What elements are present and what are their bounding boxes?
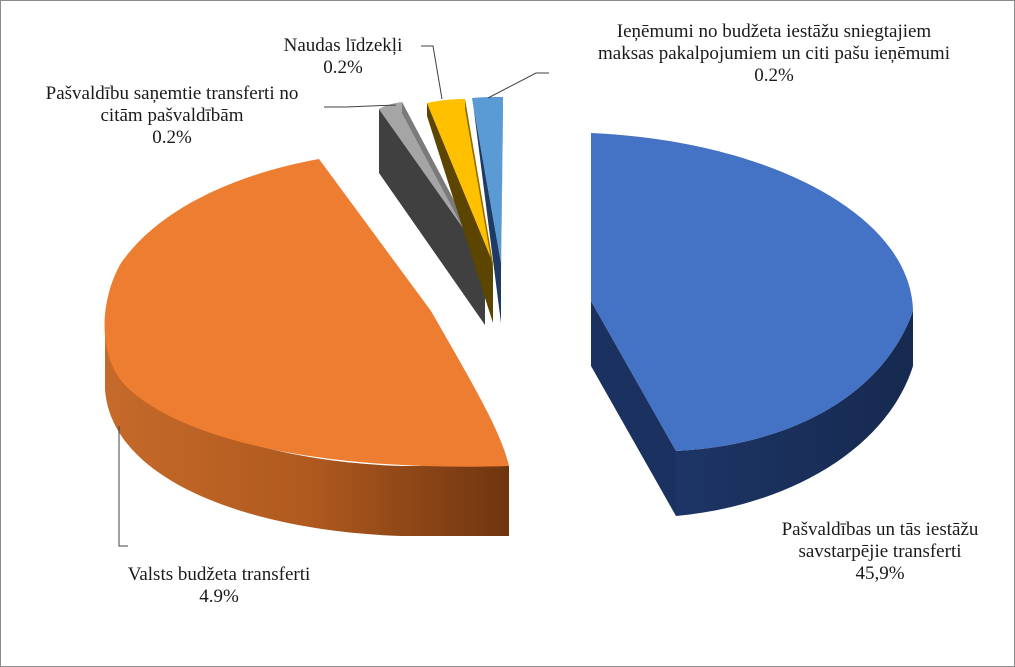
pie-slice-pasvaldibas-savstarpejie-side-left bbox=[591, 301, 676, 516]
pie-slice-pasvaldibas-savstarpejie-side bbox=[676, 311, 913, 516]
label-value: 0.2% bbox=[754, 65, 794, 86]
label-line: citām pašvaldībām bbox=[100, 105, 244, 126]
label-value: 4.9% bbox=[199, 586, 239, 607]
label-line: Naudas līdzekļi bbox=[283, 35, 403, 56]
slice-group-blue bbox=[591, 133, 913, 516]
slice-group-orange bbox=[104, 159, 509, 536]
label-value: 45,9% bbox=[855, 563, 905, 584]
label-line: Valsts budžeta transferti bbox=[127, 564, 311, 585]
pie-slice-naudas-edge bbox=[465, 99, 493, 271]
label-line: Pašvaldību saņemtie transferti no bbox=[45, 83, 299, 104]
label-valsts-budzeta: Valsts budžeta transferti 4.9% bbox=[89, 564, 349, 608]
label-value: 0.2% bbox=[152, 127, 192, 148]
leader-line-citam-pasvaldibam bbox=[324, 104, 397, 108]
pie-slice-naudas-side bbox=[427, 103, 493, 323]
pie-slice-ienemumi-edge bbox=[501, 97, 503, 273]
pie-slice-citam-pasvaldibam bbox=[379, 102, 485, 259]
label-pasvaldibas-savstarpejie: Pašvaldības un tās iestāžu savstarpējie … bbox=[753, 519, 1007, 585]
pie-slice-valsts-budzeta-side bbox=[105, 319, 509, 536]
leader-line-ienemumi bbox=[487, 72, 549, 99]
label-line: savstarpējie transferti bbox=[798, 541, 962, 562]
pie-slice-pasvaldibas-savstarpejie bbox=[591, 133, 913, 451]
pie-slice-citam-pasvaldibam-side bbox=[379, 109, 485, 325]
label-value: 0.2% bbox=[323, 57, 363, 78]
label-line: Pašvaldības un tās iestāžu bbox=[781, 519, 979, 540]
pie-slice-valsts-budzeta bbox=[104, 159, 509, 467]
label-line: maksas pakalpojumiem un citi pašu ieņēmu… bbox=[598, 43, 950, 64]
label-citam-pasvaldibam: Pašvaldību saņemtie transferti no citām … bbox=[15, 83, 329, 149]
slice-group-yellow bbox=[427, 99, 493, 323]
label-naudas: Naudas līdzekļi 0.2% bbox=[263, 35, 423, 79]
leader-line-valsts-budzeta bbox=[118, 426, 128, 547]
label-ienemumi: Ieņēmumi no budžeta iestāžu sniegtajiem … bbox=[549, 21, 999, 87]
slice-group-lightblue bbox=[472, 97, 503, 323]
label-line: Ieņēmumi no budžeta iestāžu sniegtajiem bbox=[616, 21, 932, 42]
leader-line-naudas bbox=[421, 45, 443, 100]
pie-slice-ienemumi bbox=[472, 97, 503, 263]
pie-slice-naudas bbox=[427, 99, 493, 263]
